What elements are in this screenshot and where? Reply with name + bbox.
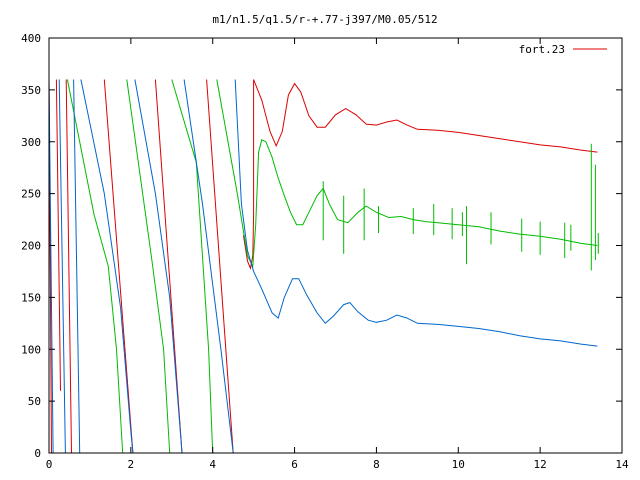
y-tick-label: 350	[21, 84, 41, 97]
series-3-line	[135, 80, 182, 454]
y-tick-label: 0	[34, 447, 41, 460]
series-1-line	[254, 80, 598, 153]
y-tick-label: 50	[28, 395, 41, 408]
y-tick-label: 250	[21, 188, 41, 201]
x-tick-label: 14	[615, 458, 629, 471]
legend-label: fort.23	[519, 43, 565, 56]
legend: fort.23	[519, 43, 607, 56]
x-tick-label: 8	[373, 458, 380, 471]
y-tick-label: 300	[21, 136, 41, 149]
series-2-line	[127, 80, 170, 454]
series-3-line	[184, 80, 233, 454]
x-tick-label: 0	[46, 458, 53, 471]
plot-frame	[49, 38, 622, 453]
y-tick-label: 200	[21, 240, 41, 253]
series-3-line	[235, 80, 597, 347]
chart-title: m1/n1.5/q1.5/r-+.77-j397/M0.05/512	[212, 13, 437, 26]
y-tick-label: 100	[21, 343, 41, 356]
series-1-line	[66, 80, 71, 454]
x-tick-label: 12	[534, 458, 547, 471]
x-tick-label: 10	[452, 458, 465, 471]
x-tick-label: 6	[291, 458, 298, 471]
x-tick-label: 4	[209, 458, 216, 471]
series-3-line	[81, 80, 133, 454]
series-layer	[49, 80, 598, 454]
y-tick-label: 150	[21, 291, 41, 304]
x-tick-label: 2	[128, 458, 135, 471]
series-3-line	[59, 80, 65, 454]
y-tick-label: 400	[21, 32, 41, 45]
